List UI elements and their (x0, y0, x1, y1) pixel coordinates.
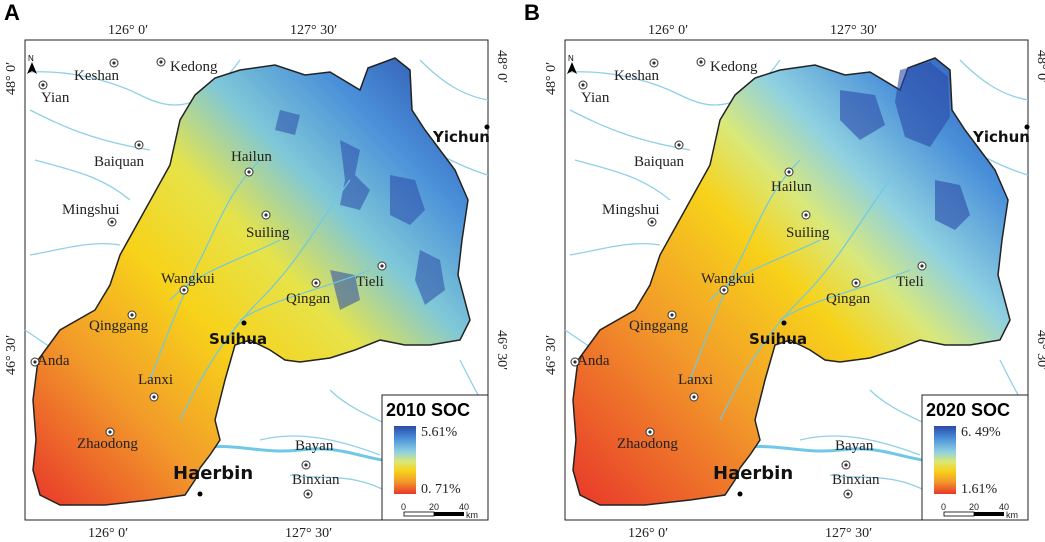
place-yichun: Yichun (972, 128, 1030, 146)
scale-bar: 0 20 40 km (941, 502, 1018, 520)
coord-top-right: 127° 30′ (830, 23, 877, 38)
coord-left-bottom: 46° 30′ (4, 335, 19, 375)
north-arrow: N (27, 54, 37, 74)
place-zhaodong: Zhaodong (77, 436, 138, 452)
north-arrow: N (567, 54, 577, 74)
legend-max: 5.61% (421, 425, 458, 440)
coord-top-left: 126° 0′ (108, 23, 148, 38)
place-qinggang: Qinggang (89, 318, 149, 334)
scale-unit: km (1006, 510, 1018, 520)
legend-color-ramp (934, 426, 956, 494)
coord-right-top: 48° 0′ (1034, 50, 1045, 83)
high-soc-patches (840, 62, 970, 230)
place-wangkui: Wangkui (701, 271, 755, 287)
place-binxian: Binxian (292, 472, 340, 488)
coord-bottom-right: 127° 30′ (285, 526, 332, 541)
panel-letter-a: A (4, 0, 20, 25)
legend-title: 2010 SOC (386, 400, 470, 420)
coord-right-bottom: 46° 30′ (494, 330, 509, 370)
scale-bar: 0 20 40 km (401, 502, 478, 520)
coord-right-top: 48° 0′ (494, 50, 509, 83)
place-baiquan: Baiquan (634, 154, 684, 170)
place-kedong: Kedong (710, 59, 758, 75)
place-kedong: Kedong (170, 59, 218, 75)
songhua-river (729, 444, 936, 464)
legend-color-ramp (394, 426, 416, 494)
study-region (572, 57, 1011, 506)
place-suiling: Suiling (786, 225, 830, 241)
scale-tick-40: 40 (999, 502, 1009, 512)
place-markers (30, 57, 490, 499)
coord-left-bottom: 46° 30′ (544, 335, 559, 375)
high-soc-patches (275, 110, 445, 310)
songhua-river (189, 444, 396, 464)
north-label: N (28, 54, 34, 63)
legend-a: 2010 SOC 5.61% 0. 71% 0 20 40 km (381, 394, 489, 521)
place-keshan: Keshan (614, 68, 659, 84)
map-panel-a: 126° 0′ 127° 30′ 126° 0′ 127° 30′ 48° 0′… (4, 23, 509, 541)
place-suihua: Suihua (209, 330, 267, 348)
place-wangkui: Wangkui (161, 271, 215, 287)
place-hailun: Hailun (771, 179, 812, 195)
legend-title: 2020 SOC (926, 400, 1010, 420)
place-anda: Anda (37, 353, 70, 369)
legend-max: 6. 49% (961, 425, 1001, 440)
place-bayan: Bayan (835, 438, 874, 454)
scale-tick-0: 0 (401, 502, 406, 512)
legend-min: 0. 71% (421, 482, 461, 497)
scale-tick-20: 20 (969, 502, 979, 512)
scale-tick-0: 0 (941, 502, 946, 512)
place-qinggang: Qinggang (629, 318, 689, 334)
north-label: N (568, 54, 574, 63)
coord-left-top: 48° 0′ (544, 62, 559, 95)
coord-top-right: 127° 30′ (290, 23, 337, 38)
legend-min: 1.61% (961, 482, 998, 497)
place-keshan: Keshan (74, 68, 119, 84)
place-yian: Yian (41, 90, 70, 106)
scale-tick-20: 20 (429, 502, 439, 512)
inner-rivers (149, 159, 371, 421)
place-suihua: Suihua (749, 330, 807, 348)
place-qingan: Qingan (286, 291, 331, 307)
place-lanxi: Lanxi (138, 372, 173, 388)
place-baiquan: Baiquan (94, 154, 144, 170)
place-tieli: Tieli (356, 274, 384, 290)
coord-bottom-left: 126° 0′ (88, 526, 128, 541)
scale-tick-40: 40 (459, 502, 469, 512)
place-haerbin: Haerbin (713, 463, 793, 484)
coord-right-bottom: 46° 30′ (1034, 330, 1045, 370)
place-lanxi: Lanxi (678, 372, 713, 388)
place-mingshui: Mingshui (602, 202, 660, 218)
coord-bottom-left: 126° 0′ (628, 526, 668, 541)
place-yian: Yian (581, 90, 610, 106)
place-markers (570, 57, 1030, 499)
place-mingshui: Mingshui (62, 202, 120, 218)
place-yichun: Yichun (432, 128, 490, 146)
place-hailun: Hailun (231, 149, 272, 165)
legend-b: 2020 SOC 6. 49% 1.61% 0 20 40 km (921, 394, 1029, 521)
place-qingan: Qingan (826, 291, 871, 307)
map-panel-b: 126° 0′ 127° 30′ 126° 0′ 127° 30′ 48° 0′… (544, 23, 1045, 541)
study-region (32, 57, 471, 506)
panel-letter-b: B (524, 0, 540, 25)
place-haerbin: Haerbin (173, 463, 253, 484)
place-anda: Anda (577, 353, 610, 369)
place-binxian: Binxian (832, 472, 880, 488)
place-bayan: Bayan (295, 438, 334, 454)
place-zhaodong: Zhaodong (617, 436, 678, 452)
place-suiling: Suiling (246, 225, 290, 241)
coord-bottom-right: 127° 30′ (825, 526, 872, 541)
coord-top-left: 126° 0′ (648, 23, 688, 38)
place-tieli: Tieli (896, 274, 924, 290)
coord-left-top: 48° 0′ (4, 62, 19, 95)
scale-unit: km (466, 510, 478, 520)
